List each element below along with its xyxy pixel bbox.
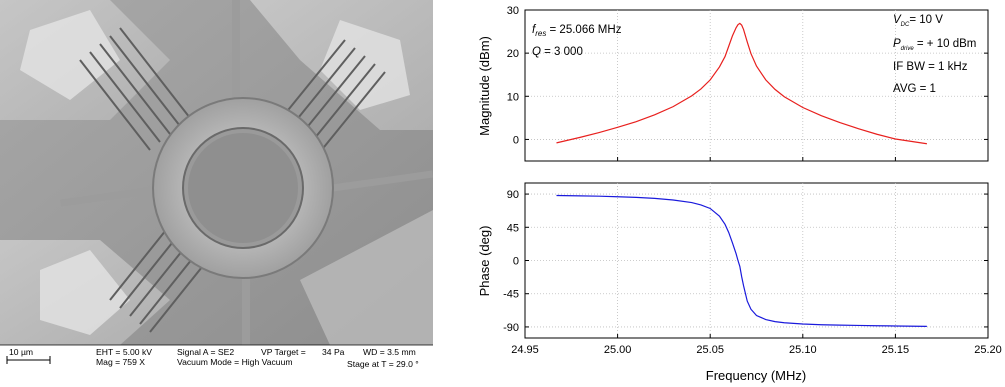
magnitude-y-axis-title: Magnitude (dBm) bbox=[477, 36, 492, 136]
vdc-value: = 10 V bbox=[909, 14, 943, 26]
q-annotation: Q = 3 000 bbox=[532, 46, 583, 58]
y-tick-label: -45 bbox=[503, 289, 519, 301]
sem-signal: Signal A = SE2 bbox=[177, 347, 234, 357]
y-tick-label: 0 bbox=[513, 134, 519, 146]
sem-wd: WD = 3.5 mm bbox=[363, 347, 416, 357]
pdrive-subscript: drive bbox=[901, 46, 915, 52]
q-value: = 3 000 bbox=[541, 46, 583, 58]
x-tick-label: 25.20 bbox=[974, 344, 1002, 356]
sem-vp-target-value: 34 Pa bbox=[322, 347, 345, 357]
y-tick-label: 45 bbox=[507, 222, 519, 234]
magnitude-chart: 0 10 20 30 Magnitude (dBm) fres = 25.066 MH… bbox=[477, 5, 989, 162]
x-tick-label: 25.15 bbox=[882, 344, 910, 356]
phase-y-ticks: 90 45 0 -45 -90 bbox=[503, 189, 988, 334]
magnitude-y-ticks: 0 10 20 30 bbox=[507, 5, 988, 146]
magnitude-x-ticks bbox=[524, 157, 989, 161]
x-tick-label: 25.10 bbox=[789, 344, 817, 356]
y-tick-label: 30 bbox=[507, 5, 519, 17]
avg-annotation: AVG = 1 bbox=[893, 83, 936, 95]
y-tick-label: 90 bbox=[507, 189, 519, 201]
sem-stage: Stage at T = 29.0 ° bbox=[347, 359, 419, 369]
vdc-subscript: DC bbox=[901, 22, 910, 28]
vdc-symbol: V bbox=[893, 14, 902, 26]
pdrive-annotation: Pdrive = + 10 dBm bbox=[893, 38, 976, 52]
fres-value: = 25.066 MHz bbox=[546, 24, 621, 36]
phase-series-line bbox=[556, 194, 927, 328]
sem-mag: Mag = 759 X bbox=[96, 357, 145, 367]
sem-vp-target-label: VP Target = bbox=[261, 347, 306, 357]
sem-micrograph: 10 µm EHT = 5.00 kV Mag = 759 X Signal A… bbox=[0, 0, 433, 372]
x-axis-title: Frequency (MHz) bbox=[706, 368, 806, 383]
fres-annotation: fres = 25.066 MHz bbox=[532, 24, 622, 38]
y-tick-label: -90 bbox=[503, 322, 519, 334]
sem-vacuum-mode: Vacuum Mode = High Vacuum bbox=[177, 357, 293, 367]
y-tick-label: 10 bbox=[507, 91, 519, 103]
x-tick-label: 25.05 bbox=[696, 344, 724, 356]
vdc-annotation: VDC= 10 V bbox=[893, 14, 943, 28]
pdrive-symbol: P bbox=[893, 38, 901, 50]
phase-grid bbox=[525, 183, 988, 338]
phase-x-ticks: 24.95 25.00 25.05 25.10 25.15 25.20 bbox=[511, 334, 1002, 356]
y-tick-label: 0 bbox=[513, 256, 519, 268]
sem-scale-bar-label: 10 µm bbox=[9, 347, 33, 357]
y-tick-label: 20 bbox=[507, 48, 519, 60]
phase-chart: 90 45 0 -45 -90 24.95 25.00 25.05 25.10 25.15 25.… bbox=[477, 182, 1002, 383]
phase-y-axis-title: Phase (deg) bbox=[477, 226, 492, 297]
q-symbol: Q bbox=[532, 46, 541, 58]
fres-subscript: res bbox=[535, 29, 546, 38]
pdrive-value: = + 10 dBm bbox=[914, 38, 977, 50]
x-tick-label: 25.00 bbox=[604, 344, 632, 356]
magnitude-series-line bbox=[556, 22, 927, 145]
fres-symbol: f bbox=[532, 24, 537, 36]
ifbw-annotation: IF BW = 1 kHz bbox=[893, 61, 968, 73]
magnitude-grid bbox=[525, 10, 988, 161]
x-tick-label: 24.95 bbox=[511, 344, 539, 356]
magnitude-plot-frame bbox=[524, 9, 989, 162]
sem-eht: EHT = 5.00 kV bbox=[96, 347, 152, 357]
